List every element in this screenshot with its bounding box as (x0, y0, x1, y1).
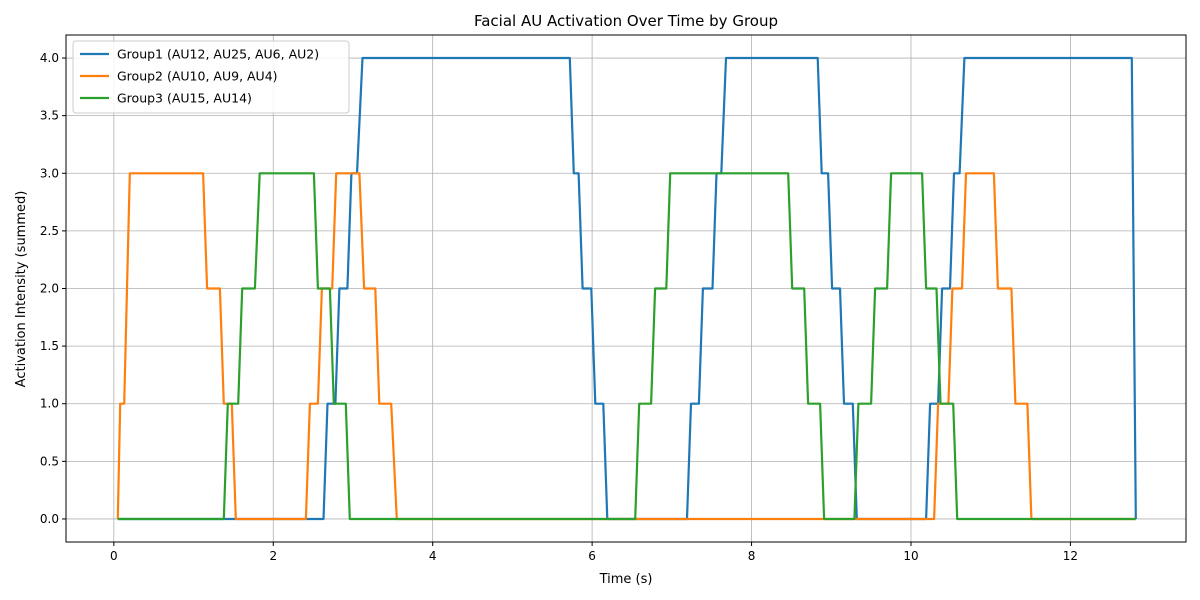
x-tick-label: 8 (748, 549, 756, 563)
y-tick-label: 4.0 (40, 51, 59, 65)
y-tick-label: 3.5 (40, 109, 59, 123)
y-tick-label: 1.5 (40, 339, 59, 353)
chart-title: Facial AU Activation Over Time by Group (474, 12, 778, 30)
y-tick-label: 1.0 (40, 397, 59, 411)
x-axis-ticks: 0 2 4 6 8 10 12 (110, 542, 1078, 563)
x-tick-label: 0 (110, 549, 118, 563)
series-layer (116, 56, 1137, 521)
y-tick-label: 2.0 (40, 282, 59, 296)
x-tick-label: 6 (588, 549, 596, 563)
legend-label-group2: Group2 (AU10, AU9, AU4) (117, 69, 278, 84)
legend-box (72, 40, 350, 114)
x-tick-label: 12 (1063, 549, 1078, 563)
x-tick-label: 2 (269, 549, 277, 563)
legend-label-group1: Group1 (AU12, AU25, AU6, AU2) (117, 47, 319, 62)
legend-label-group3: Group3 (AU15, AU14) (117, 91, 252, 106)
y-tick-label: 0.5 (40, 454, 59, 468)
x-axis-label: Time (s) (599, 572, 653, 587)
series-line-group3 (117, 172, 1136, 521)
series-line-group2 (116, 172, 1136, 521)
x-tick-label: 4 (429, 549, 437, 563)
y-tick-label: 2.5 (40, 224, 59, 238)
y-axis-ticks: 0.0 0.5 1.0 1.5 2.0 2.5 3.0 3.5 4.0 (40, 51, 66, 526)
y-tick-label: 0.0 (40, 512, 59, 526)
y-axis-label: Activation Intensity (summed) (14, 191, 29, 388)
y-tick-label: 3.0 (40, 166, 59, 180)
legend: Group1 (AU12, AU25, AU6, AU2) Group2 (AU1… (72, 40, 350, 114)
x-tick-label: 10 (903, 549, 918, 563)
